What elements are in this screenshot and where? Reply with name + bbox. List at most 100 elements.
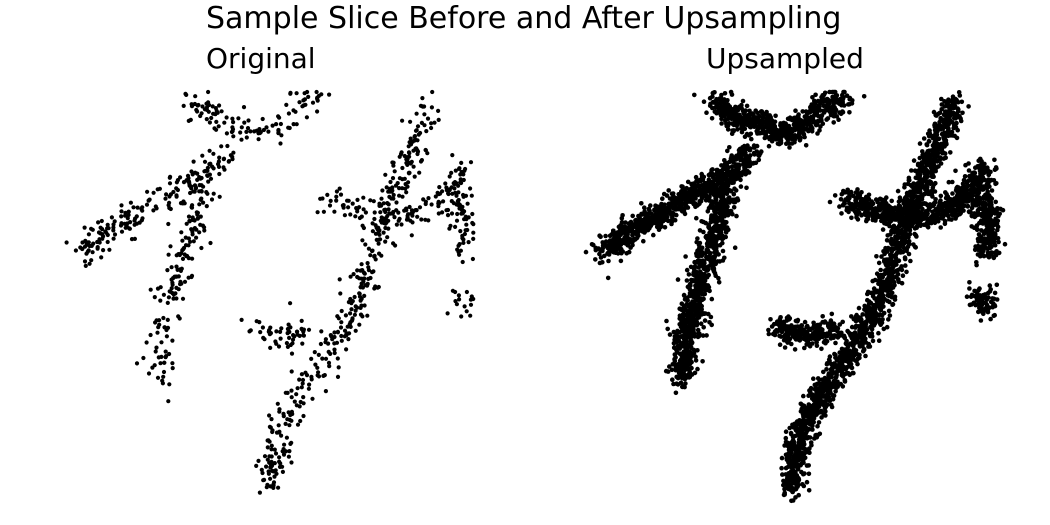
scatter-point: [144, 202, 150, 207]
scatter-point: [146, 371, 152, 376]
scatter-point: [210, 104, 215, 109]
scatter-point: [332, 334, 337, 340]
scatter-point: [766, 143, 772, 149]
scatter-point: [417, 170, 422, 175]
scatter-point: [261, 127, 266, 133]
scatter-point: [274, 122, 279, 127]
scatter-point: [829, 402, 834, 408]
scatter-point: [230, 116, 235, 121]
scatter-point: [332, 330, 337, 335]
scatter-point: [777, 333, 782, 339]
scatter-point: [787, 425, 792, 431]
scatter-point: [306, 94, 311, 99]
scatter-point: [181, 103, 186, 108]
scatter-point: [280, 469, 285, 474]
scatter-point: [392, 215, 397, 220]
scatter-point: [782, 443, 787, 448]
scatter-point: [457, 166, 462, 171]
scatter-point: [309, 377, 314, 382]
scatter-point: [989, 196, 995, 201]
scatter-point: [327, 203, 333, 208]
scatter-point: [432, 120, 437, 125]
scatter-point: [955, 127, 960, 133]
scatter-point: [422, 123, 427, 128]
scatter-point: [295, 329, 300, 334]
scatter-point: [157, 186, 162, 191]
scatter-point: [675, 277, 681, 282]
scatter-point: [423, 201, 428, 207]
scatter-point: [396, 218, 401, 223]
scatter-point: [682, 384, 687, 390]
scatter-point: [819, 346, 824, 352]
scatter-point: [670, 191, 676, 196]
scatter-point: [267, 460, 272, 465]
scatter-point: [269, 417, 274, 422]
scatter-point: [190, 172, 195, 177]
scatter-point: [831, 99, 837, 105]
scatter-point: [824, 117, 829, 122]
scatter-point: [433, 194, 438, 199]
scatter-point: [190, 232, 195, 237]
scatter-point: [400, 118, 405, 123]
scatter-point: [419, 217, 424, 222]
scatter-point: [834, 114, 840, 119]
scatter-point: [285, 390, 290, 395]
scatter-point: [913, 175, 919, 180]
scatter-point: [269, 447, 274, 452]
scatter-point: [219, 109, 224, 114]
scatter-point: [692, 259, 697, 265]
scatter-point: [265, 445, 270, 450]
scatter-point: [678, 334, 683, 339]
scatter-point: [300, 341, 305, 346]
scatter-point: [815, 424, 820, 429]
scatter-point: [409, 159, 414, 164]
scatter-point: [184, 221, 189, 226]
scatter-point: [236, 116, 241, 121]
scatter-point: [461, 177, 466, 183]
panel-title-upsampled: Upsampled: [706, 42, 864, 75]
scatter-point: [148, 287, 153, 292]
scatter-point: [851, 370, 856, 376]
scatter-point: [734, 213, 739, 219]
scatter-point: [464, 217, 469, 222]
scatter-point: [299, 372, 304, 377]
scatter-point: [799, 406, 804, 412]
scatter-point: [385, 201, 390, 206]
scatter-point: [195, 212, 200, 217]
scatter-point: [196, 102, 201, 108]
scatter-point: [83, 263, 88, 268]
scatter-point: [397, 193, 402, 198]
scatter-point: [272, 461, 277, 466]
scatter-point: [896, 203, 902, 208]
scatter-point: [890, 302, 895, 307]
scatter-point: [279, 326, 284, 331]
scatter-point: [930, 135, 936, 141]
scatter-point: [822, 320, 827, 325]
scatter-point: [279, 133, 284, 138]
scatter-point: [368, 275, 373, 281]
scatter-point: [456, 183, 461, 188]
scatter-point: [716, 106, 721, 112]
scatter-point: [626, 249, 632, 255]
scatter-point: [363, 210, 368, 215]
scatter-point: [284, 435, 289, 440]
scatter-point: [994, 297, 1000, 302]
scatter-point: [82, 225, 87, 230]
scatter-point: [276, 344, 282, 349]
scatter-point: [961, 177, 967, 183]
scatter-point: [315, 210, 320, 215]
scatter-point: [353, 328, 358, 333]
scatter-point: [460, 259, 465, 265]
scatter-point: [180, 201, 185, 206]
scatter-point: [96, 230, 102, 235]
scatter-point: [391, 196, 396, 201]
scatter-point: [681, 334, 687, 339]
scatter-point: [828, 318, 834, 323]
scatter-point: [443, 181, 448, 186]
scatter-point: [415, 124, 421, 129]
scatter-point: [269, 454, 274, 459]
scatter-point: [963, 162, 968, 168]
scatter-point: [365, 281, 370, 286]
scatter-point: [672, 352, 678, 357]
scatter-point: [277, 407, 282, 412]
